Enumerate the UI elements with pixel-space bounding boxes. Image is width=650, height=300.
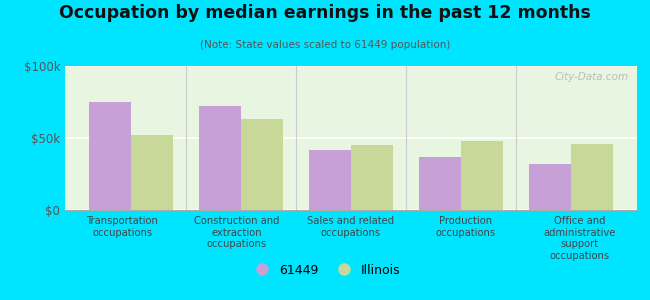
Legend: 61449, Illinois: 61449, Illinois [244, 259, 406, 282]
Text: Office and
administrative
support
occupations: Office and administrative support occupa… [543, 216, 616, 261]
Bar [131, 135, 173, 210]
Text: Sales and related
occupations: Sales and related occupations [307, 216, 395, 238]
Bar [529, 164, 571, 210]
Bar [241, 119, 283, 210]
Bar [351, 145, 393, 210]
Bar [309, 149, 351, 210]
Bar [89, 102, 131, 210]
Bar [571, 144, 613, 210]
Text: (Note: State values scaled to 61449 population): (Note: State values scaled to 61449 popu… [200, 40, 450, 50]
Text: Transportation
occupations: Transportation occupations [86, 216, 158, 238]
Text: Production
occupations: Production occupations [436, 216, 495, 238]
Bar [199, 106, 241, 210]
Bar [419, 157, 461, 210]
Text: City-Data.com: City-Data.com [554, 72, 629, 82]
Bar [461, 141, 503, 210]
Text: Construction and
extraction
occupations: Construction and extraction occupations [194, 216, 280, 249]
Text: Occupation by median earnings in the past 12 months: Occupation by median earnings in the pas… [59, 4, 591, 22]
